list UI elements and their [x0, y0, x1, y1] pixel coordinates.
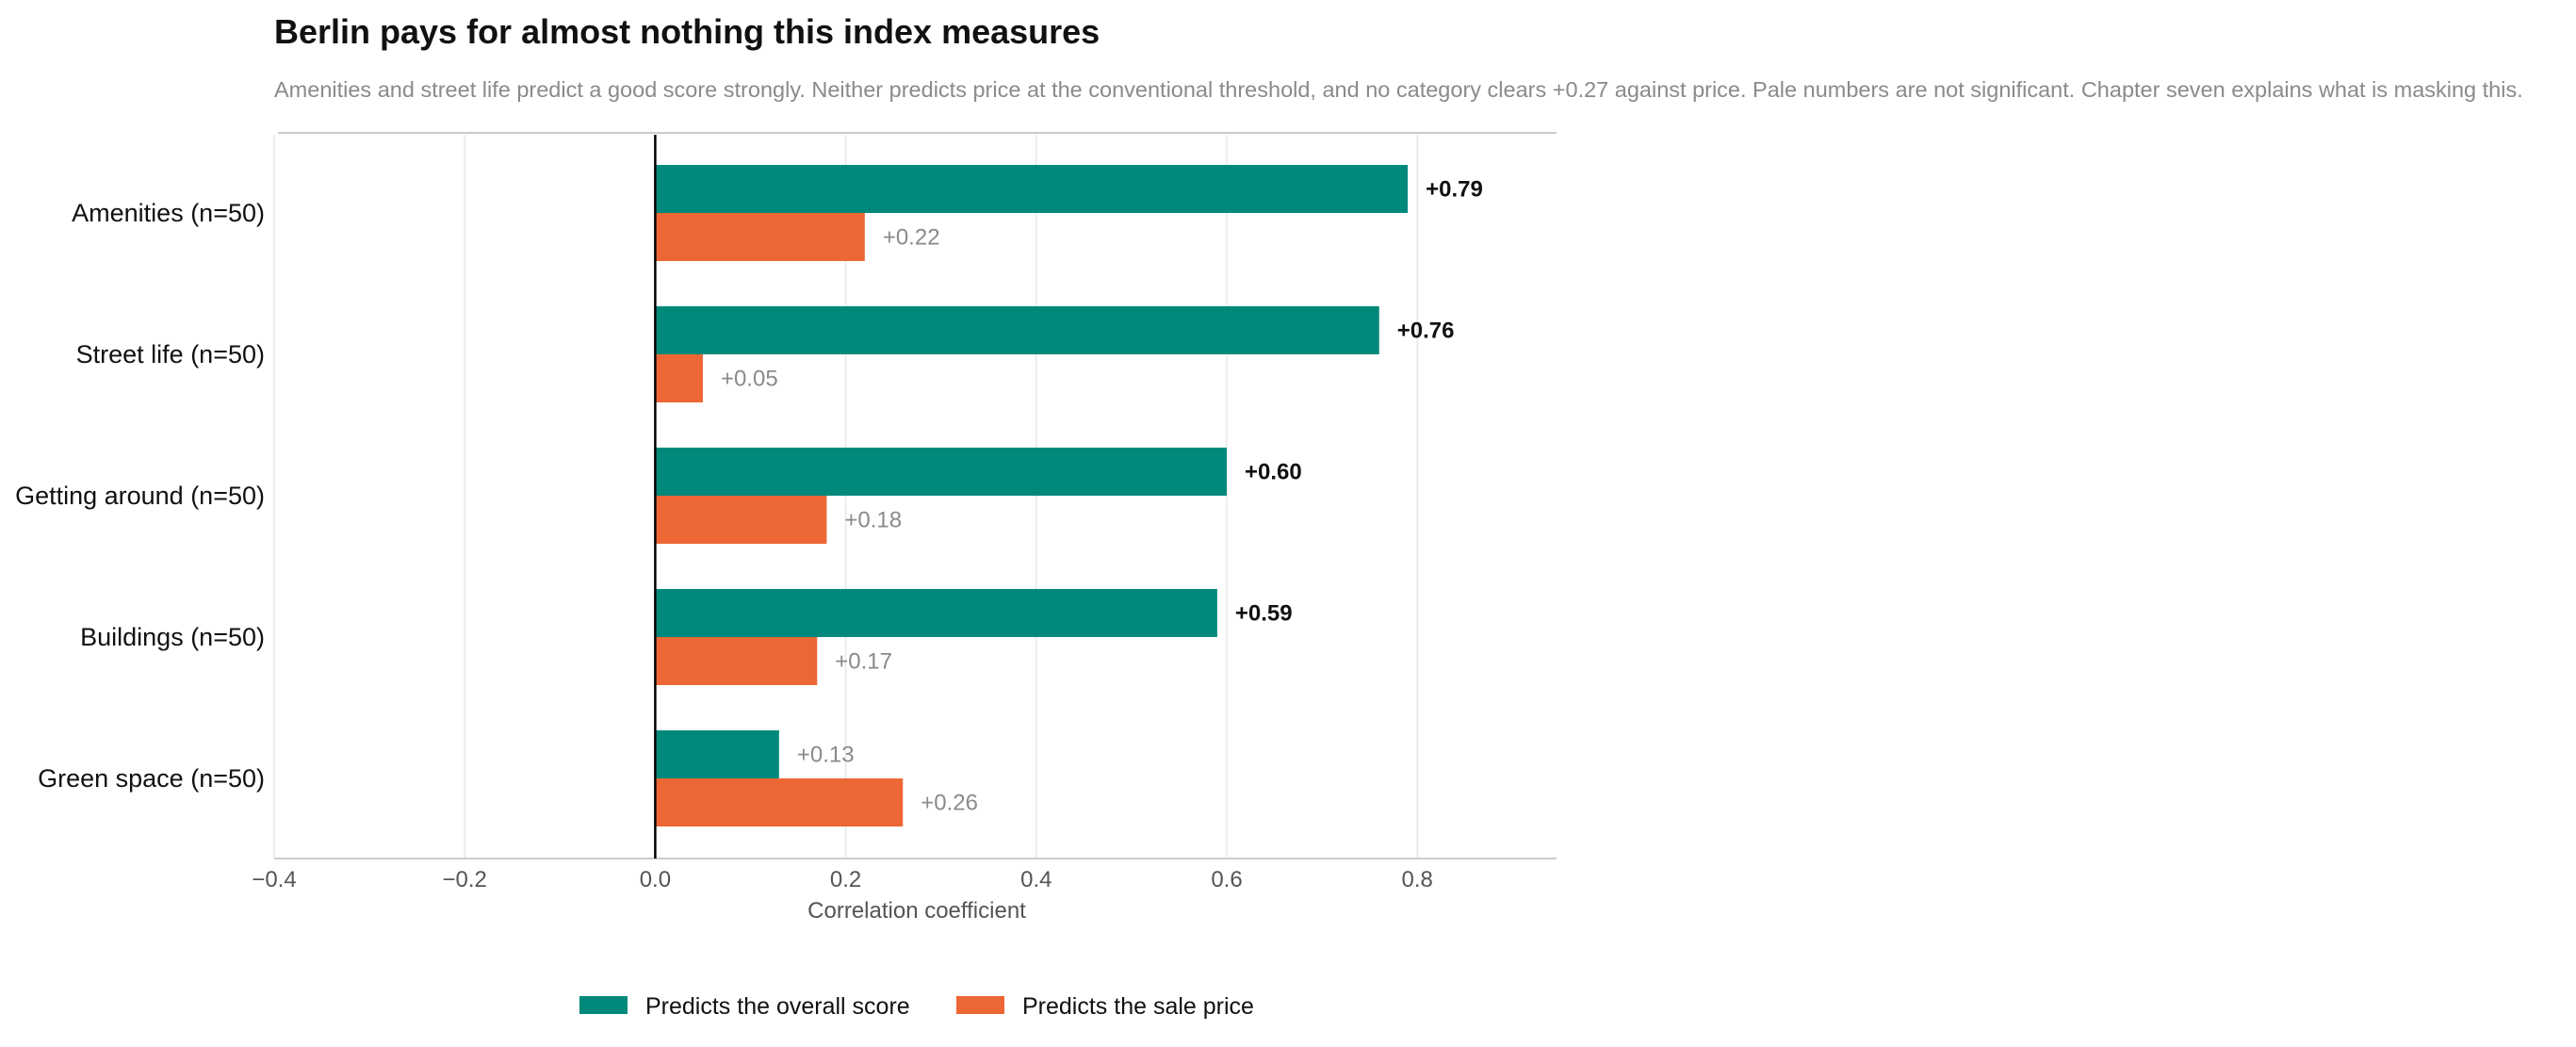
x-axis: −0.4 −0.2 0.0 0.2 0.4 0.6 0.8	[252, 135, 1557, 892]
value-label: +0.26	[921, 791, 978, 816]
category-label-buildings: Buildings (n=50)	[80, 623, 265, 651]
legend-swatch	[579, 996, 628, 1014]
legend-label: Predicts the sale price	[1022, 993, 1254, 1020]
bar-score-green-space	[655, 730, 779, 778]
value-label: +0.60	[1245, 460, 1302, 485]
x-tick-label: 0.8	[1402, 867, 1433, 892]
legend: Predicts the overall score Predicts the s…	[579, 993, 1254, 1020]
value-label: +0.79	[1426, 177, 1483, 203]
bar-score-amenities	[655, 165, 1409, 213]
bar-price-buildings	[655, 637, 818, 685]
category-label-amenities: Amenities (n=50)	[72, 199, 265, 227]
chart-title: Berlin pays for almost nothing this inde…	[274, 12, 1100, 51]
category-labels: Amenities (n=50) Street life (n=50) Gettin…	[15, 199, 265, 793]
value-label: +0.13	[797, 743, 855, 768]
legend-item-score: Predicts the overall score	[579, 993, 910, 1020]
value-label: +0.59	[1235, 601, 1293, 627]
value-label: +0.17	[835, 649, 892, 675]
bar-price-street-life	[655, 354, 703, 402]
value-label: +0.22	[883, 225, 940, 251]
x-tick-label: 0.0	[640, 867, 671, 892]
bar-price-getting-around	[655, 496, 827, 544]
bar-score-street-life	[655, 306, 1379, 354]
legend-item-price: Predicts the sale price	[956, 993, 1254, 1020]
bar-price-amenities	[655, 213, 865, 261]
category-label-getting-around: Getting around (n=50)	[15, 482, 265, 510]
x-tick-label: 0.2	[830, 867, 861, 892]
x-tick-label: −0.4	[252, 867, 296, 892]
bar-price-green-space	[655, 778, 904, 826]
bars	[655, 165, 1409, 826]
value-label: +0.18	[844, 508, 902, 533]
category-label-green-space: Green space (n=50)	[38, 764, 265, 793]
value-labels: +0.79 +0.22 +0.76 +0.05 +0.60 +0.18 +0.59 +0.17…	[721, 177, 1483, 816]
x-tick-label: 0.4	[1020, 867, 1052, 892]
bar-score-getting-around	[655, 448, 1227, 496]
bar-score-buildings	[655, 589, 1217, 637]
value-label: +0.05	[721, 367, 778, 392]
x-tick-label: −0.2	[443, 867, 487, 892]
legend-label: Predicts the overall score	[645, 993, 910, 1020]
chart-subtitle: Amenities and street life predict a good…	[274, 77, 2523, 102]
value-label: +0.76	[1397, 319, 1455, 344]
x-axis-label: Correlation coefficient	[807, 898, 1026, 924]
category-label-street-life: Street life (n=50)	[76, 340, 265, 368]
x-tick-label: 0.6	[1211, 867, 1242, 892]
legend-swatch	[956, 996, 1004, 1014]
